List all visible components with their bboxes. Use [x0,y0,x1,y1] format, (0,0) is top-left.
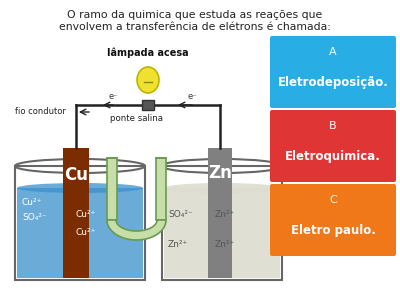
Text: envolvem a transferência de elétrons é chamada:: envolvem a transferência de elétrons é c… [59,22,331,32]
FancyBboxPatch shape [270,184,396,256]
Text: C: C [329,195,337,205]
Text: Eletroquimica.: Eletroquimica. [285,150,381,163]
Text: Cu²⁺: Cu²⁺ [22,198,42,207]
Text: A: A [329,47,337,57]
Text: Eletrodeposição.: Eletrodeposição. [278,76,388,89]
Ellipse shape [137,67,159,93]
Text: Cu²⁺: Cu²⁺ [75,228,95,237]
Text: Cu²⁺: Cu²⁺ [75,210,95,219]
Text: Zn²⁺: Zn²⁺ [215,240,235,249]
Polygon shape [63,148,89,278]
Text: SO₄²⁻: SO₄²⁻ [168,210,193,219]
Text: Zn²⁺: Zn²⁺ [215,210,235,219]
Text: SO₄²⁻: SO₄²⁻ [22,213,47,222]
Polygon shape [164,188,280,278]
Text: Eletro paulo.: Eletro paulo. [290,224,376,237]
Text: e⁻: e⁻ [187,92,197,101]
Polygon shape [156,158,166,220]
Text: fio condutor: fio condutor [15,107,66,116]
Text: Zn: Zn [208,164,232,182]
Ellipse shape [164,183,280,193]
Text: Cu: Cu [64,166,88,184]
Text: B: B [329,121,337,131]
Text: Zn²⁺: Zn²⁺ [168,240,188,249]
Polygon shape [107,158,117,220]
Text: e⁻: e⁻ [108,92,118,101]
Text: ponte salina: ponte salina [110,114,162,123]
FancyBboxPatch shape [270,36,396,108]
Ellipse shape [17,183,143,193]
FancyBboxPatch shape [142,100,154,110]
FancyBboxPatch shape [270,110,396,182]
Polygon shape [208,148,232,278]
Polygon shape [17,188,143,278]
Polygon shape [107,220,166,240]
Text: O ramo da quimica que estuda as reações que: O ramo da quimica que estuda as reações … [67,10,323,20]
Text: lâmpada acesa: lâmpada acesa [107,47,189,58]
